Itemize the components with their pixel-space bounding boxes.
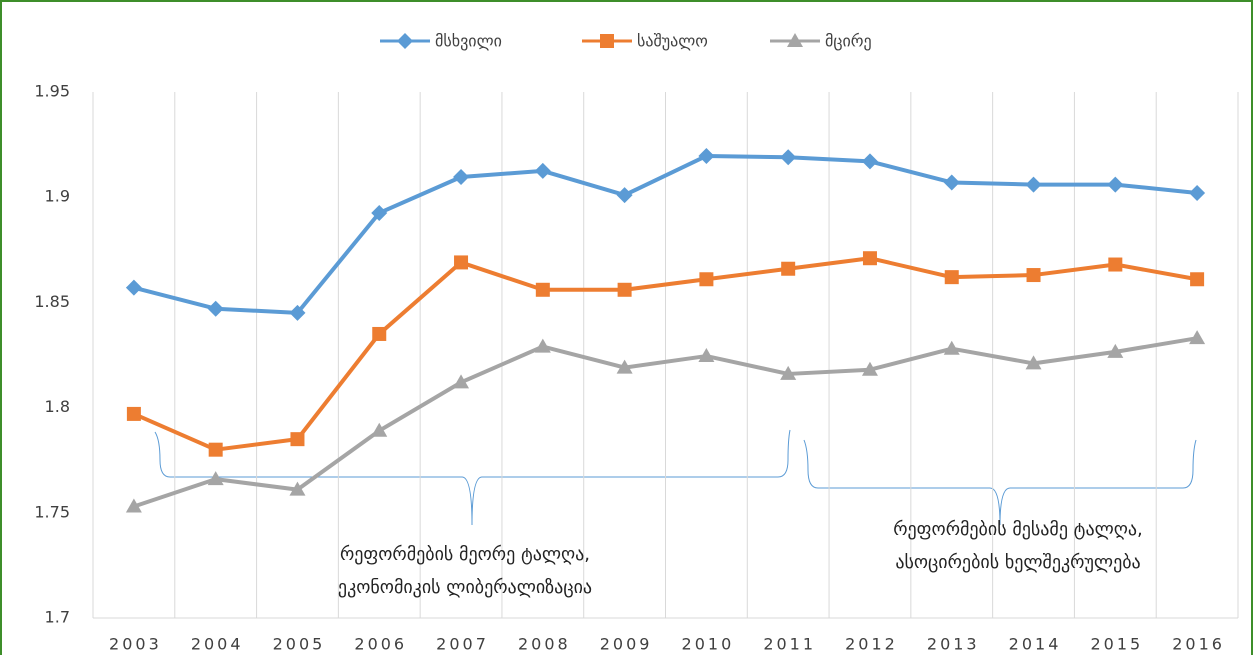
data-point [943,174,960,191]
data-point [698,147,715,164]
y-tick-label: 1.7 [45,608,70,627]
data-point [207,300,224,317]
x-tick-label: 2004 [191,635,244,654]
brace [154,429,791,526]
data-point [125,279,142,296]
x-tick-label: 2006 [354,635,407,654]
data-point [125,498,142,513]
data-point [453,169,470,186]
legend-label: საშუალო [637,32,708,51]
data-point [290,432,305,447]
data-point [861,153,878,170]
legend-marker [397,33,413,49]
data-point [1189,184,1206,201]
x-tick-label: 2007 [436,635,489,654]
series-line [133,256,1198,452]
data-point [616,359,633,374]
x-tick-label: 2014 [1009,635,1062,654]
data-point [534,338,551,353]
data-point [781,261,796,276]
y-tick-label: 1.75 [34,502,70,521]
data-point [289,304,306,321]
data-point [861,361,878,376]
data-point [1026,268,1041,283]
legend-label: მცირე [825,32,872,51]
x-tick-label: 2016 [1172,635,1225,654]
y-tick-label: 1.85 [34,292,70,311]
series-line [133,153,1198,315]
x-tick-label: 2015 [1090,635,1143,654]
x-tick-label: 2012 [845,635,898,654]
x-tick-label: 2013 [927,635,980,654]
data-point [1189,330,1206,345]
data-point [780,149,797,166]
x-tick-label: 2003 [109,635,162,654]
data-point [126,406,141,421]
data-point [1025,355,1042,370]
data-point [454,255,469,270]
data-point [371,204,388,221]
y-tick-label: 1.9 [45,187,70,206]
data-point [780,365,797,380]
x-tick-label: 2005 [273,635,326,654]
data-point [1025,176,1042,193]
annotation: ასოცირების ხელშეკრულება [895,552,1140,573]
data-point [862,251,877,266]
data-point [944,270,959,285]
legend-marker [600,34,614,48]
data-point [699,272,714,287]
annotation: რეფორმების მესამე ტალღა, [893,519,1143,540]
y-tick-label: 1.8 [45,397,70,416]
x-tick-label: 2009 [600,635,653,654]
data-point [371,422,388,437]
data-point [1107,176,1124,193]
legend-label: მსხვილი [435,32,502,51]
data-point [372,326,387,341]
data-point [535,282,550,297]
data-point [534,162,551,179]
data-point [698,348,715,363]
brace [803,439,1197,526]
x-tick-label: 2011 [763,635,816,654]
data-point [617,282,632,297]
data-point [453,374,470,389]
data-point [207,471,224,486]
x-tick-label: 2010 [682,635,735,654]
data-point [616,187,633,204]
x-tick-label: 2008 [518,635,571,654]
data-point [1108,257,1123,272]
series-line [133,336,1198,509]
legend-marker [787,33,803,47]
data-point [289,481,306,496]
data-point [943,340,960,355]
data-point [208,442,223,457]
data-point [1107,343,1124,358]
y-tick-label: 1.95 [34,82,70,101]
annotation: ეკონომიკის ლიბერალიზაცია [338,577,592,598]
data-point [1190,272,1205,287]
annotation: რეფორმების მეორე ტალღა, [340,544,590,565]
